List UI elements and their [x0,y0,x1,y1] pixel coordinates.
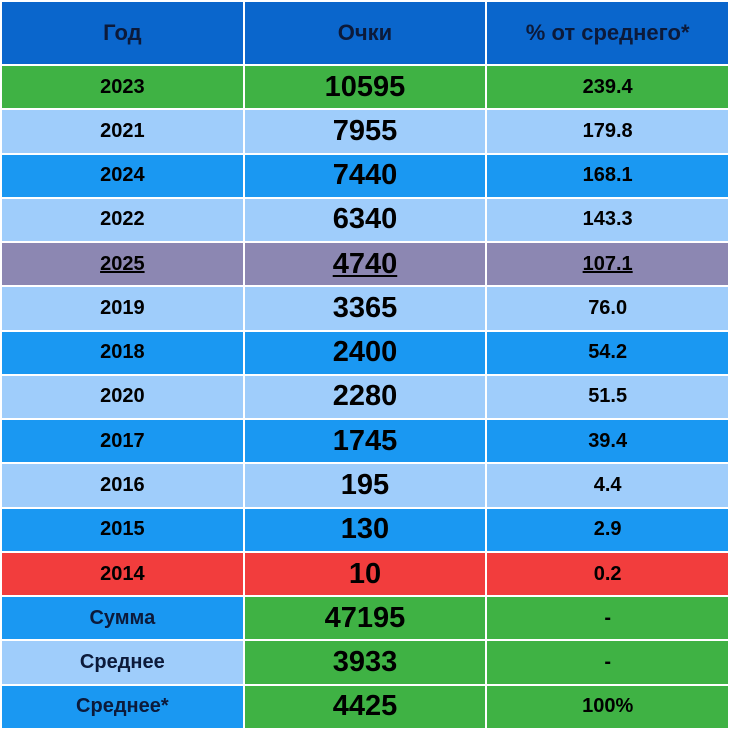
percent-cell: 168.1 [485,152,730,199]
points-cell: 7440 [242,152,488,199]
percent-cell: 54.2 [485,329,730,376]
points-cell: 2400 [242,329,488,376]
table-row: 2021 7955 179.8 [0,108,730,155]
year-cell: Среднее [0,639,245,686]
table-row: Сумма 47195- [0,595,730,642]
table-body: 2023 10595 239.4 2021 7955 179.8 2024 7440 168.1… [0,63,730,730]
table-row: 2014 10 0.2 [0,550,730,598]
points-cell: 6340 [242,196,488,244]
points-cell: 4740 [242,241,488,288]
table-row: Среднее 3933- [0,639,730,686]
table-row: 2022 6340 143.3 [0,196,730,244]
percent-cell: - [485,595,730,642]
table-row: 2017 1745 39.4 [0,418,730,465]
points-cell: 3933 [242,639,488,686]
percent-cell: 76.0 [485,285,730,332]
points-cell: 4425 [242,683,488,730]
table-head: Год Очки% от среднего* [0,0,730,66]
year-cell: 2023 [0,63,245,111]
points-cell: 130 [242,506,488,553]
year-cell: 2024 [0,152,245,199]
points-cell: 10595 [242,63,488,111]
header-row: Год Очки% от среднего* [0,0,730,66]
year-cell: Сумма [0,595,245,642]
year-cell: 2021 [0,108,245,155]
table-row: 2019 3365 76.0 [0,285,730,332]
table-row: 2025 4740 107.1 [0,241,730,288]
points-cell: 7955 [242,108,488,155]
year-cell: 2018 [0,329,245,376]
header-cell: % от среднего* [485,0,730,66]
header-cell: Очки [242,0,488,66]
percent-cell: 107.1 [485,241,730,288]
percent-cell: 4.4 [485,462,730,509]
year-cell: Среднее* [0,683,245,730]
table-row: 2015 130 2.9 [0,506,730,553]
percent-cell: 0.2 [485,550,730,598]
table-row: 2016 195 4.4 [0,462,730,509]
points-cell: 1745 [242,418,488,465]
percent-cell: 179.8 [485,108,730,155]
year-cell: 2022 [0,196,245,244]
table-row: Среднее* 4425 100% [0,683,730,730]
table-row: 2023 10595 239.4 [0,63,730,111]
year-cell: 2014 [0,550,245,598]
points-cell: 195 [242,462,488,509]
table-row: 2020 2280 51.5 [0,373,730,421]
percent-cell: 239.4 [485,63,730,111]
percent-cell: 100% [485,683,730,730]
points-cell: 2280 [242,373,488,421]
year-cell: 2025 [0,241,245,288]
percent-cell: 51.5 [485,373,730,421]
year-cell: 2016 [0,462,245,509]
points-cell: 47195 [242,595,488,642]
points-cell: 10 [242,550,488,598]
header-cell: Год [0,0,245,66]
table-row: 2018 2400 54.2 [0,329,730,376]
percent-cell: 39.4 [485,418,730,465]
percent-cell: 143.3 [485,196,730,244]
percent-cell: 2.9 [485,506,730,553]
percent-cell: - [485,639,730,686]
year-cell: 2015 [0,506,245,553]
year-cell: 2017 [0,418,245,465]
table-row: 2024 7440 168.1 [0,152,730,199]
year-cell: 2019 [0,285,245,332]
year-cell: 2020 [0,373,245,421]
points-cell: 3365 [242,285,488,332]
